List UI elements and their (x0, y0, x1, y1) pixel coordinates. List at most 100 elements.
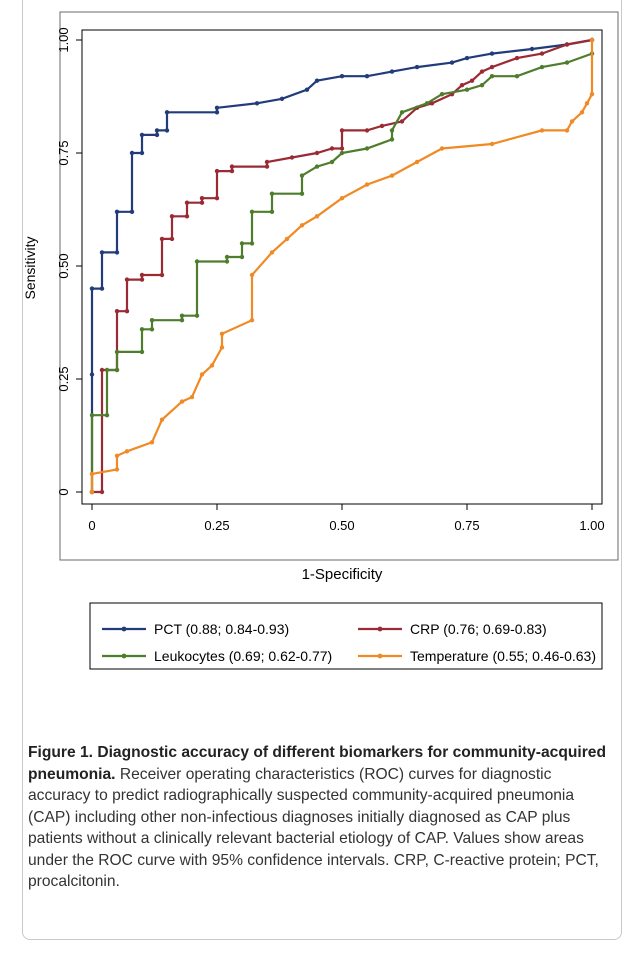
data-point (449, 60, 455, 65)
series-line (90, 52, 593, 492)
data-point (114, 309, 120, 314)
data-point (529, 46, 535, 52)
data-point (169, 236, 175, 242)
data-point (479, 69, 485, 74)
legend-swatch-marker (121, 653, 127, 659)
data-point (539, 64, 545, 70)
data-point (99, 489, 105, 495)
data-point (299, 173, 305, 178)
data-point (249, 209, 255, 214)
data-point (129, 150, 135, 156)
data-point (314, 78, 320, 83)
data-point (139, 272, 145, 278)
data-point (114, 467, 120, 472)
data-point (184, 214, 190, 219)
data-point (514, 74, 520, 79)
data-point (89, 471, 95, 477)
data-point (99, 250, 105, 255)
data-point (124, 277, 130, 282)
data-point (139, 327, 145, 332)
legend-label: CRP (0.76; 0.69-0.83) (410, 621, 547, 637)
data-point (124, 309, 130, 314)
series-crp (89, 37, 595, 495)
data-point (439, 146, 445, 151)
legend-swatch-marker (377, 626, 383, 632)
data-point (149, 440, 155, 445)
plot-frame (81, 29, 603, 505)
data-point (299, 191, 305, 196)
data-point (99, 367, 105, 373)
data-point (279, 96, 285, 102)
y-tick-label: 0.25 (56, 366, 71, 391)
series-leukocytes (89, 51, 595, 495)
data-point (414, 159, 420, 165)
data-point (489, 51, 495, 56)
series-line (90, 40, 594, 492)
data-point (479, 83, 485, 88)
data-point (114, 349, 120, 355)
data-point (364, 182, 370, 187)
y-tick-label: 1.00 (56, 27, 71, 52)
data-point (139, 150, 145, 156)
data-point (159, 236, 165, 242)
data-point (184, 200, 190, 205)
data-point (194, 259, 200, 264)
series-temperature (89, 37, 595, 495)
data-point (89, 372, 95, 377)
data-point (399, 110, 405, 115)
legend-item-pct: PCT (0.88; 0.84-0.93) (102, 621, 289, 637)
legend-swatch-marker (121, 626, 127, 632)
legend-label: Temperature (0.55; 0.46-0.63) (410, 648, 596, 664)
legend-label: PCT (0.88; 0.84-0.93) (154, 621, 289, 637)
figure-frame (22, 0, 622, 940)
caption-text: Receiver operating characteristics (ROC)… (28, 765, 599, 891)
data-point (264, 164, 270, 169)
data-point (209, 363, 215, 368)
data-point (114, 250, 120, 255)
data-point (289, 155, 295, 160)
data-point (199, 196, 205, 201)
data-point (229, 168, 235, 174)
data-point (299, 223, 305, 228)
data-point (339, 74, 345, 79)
data-point (149, 327, 155, 332)
data-point (189, 394, 195, 400)
data-point (364, 74, 370, 79)
data-point (114, 209, 120, 214)
data-point (114, 453, 120, 458)
data-point (339, 128, 345, 133)
data-point (514, 55, 520, 61)
data-point (564, 60, 570, 65)
data-point (489, 74, 495, 79)
data-point (159, 272, 165, 278)
data-point (589, 92, 595, 97)
data-point (314, 150, 320, 156)
data-point (239, 241, 245, 246)
data-point (214, 110, 220, 115)
data-point (129, 209, 135, 214)
data-point (339, 196, 345, 201)
data-point (564, 128, 570, 133)
y-tick-label: 0.50 (56, 253, 71, 278)
data-point (154, 128, 160, 133)
data-point (569, 119, 575, 124)
data-point (314, 214, 320, 219)
data-point (439, 92, 445, 97)
x-axis-label: 1-Specificity (302, 566, 383, 583)
data-point (89, 489, 95, 495)
data-point (284, 236, 290, 242)
data-point (424, 101, 430, 106)
x-tick-label: 0 (88, 518, 95, 533)
data-point (489, 141, 495, 147)
data-point (164, 128, 170, 133)
data-point (364, 146, 370, 151)
legend-box (89, 602, 603, 670)
data-point (364, 128, 370, 133)
data-point (99, 286, 105, 291)
data-point (154, 132, 160, 138)
figure-caption: Figure 1. Diagnostic accuracy of differe… (28, 742, 612, 893)
data-point (329, 146, 335, 151)
data-point (124, 449, 130, 454)
data-point (539, 51, 545, 56)
data-point (179, 313, 185, 318)
